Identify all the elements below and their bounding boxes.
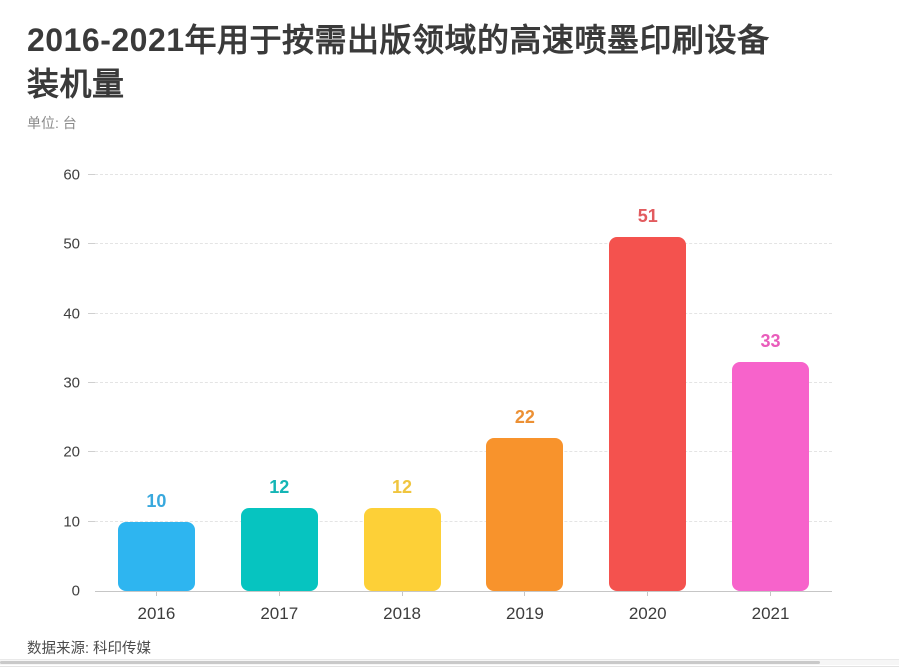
x-tick-label-2019: 2019 xyxy=(505,604,544,623)
y-tick-mark-30 xyxy=(88,382,95,383)
x-tick-mark-2018 xyxy=(401,591,403,596)
x-tick-mark-2021 xyxy=(770,591,772,596)
bar-2018 xyxy=(363,507,441,591)
chart-title: 2016-2021年用于按需出版领域的高速喷墨印刷设备 装机量 xyxy=(27,18,872,106)
bar-column-2017: 12 xyxy=(218,175,341,591)
x-tick-label-2018: 2018 xyxy=(383,604,421,623)
bar-column-2016: 10 xyxy=(95,175,218,591)
x-tick-mark-2020 xyxy=(647,591,649,596)
gridline-30 xyxy=(95,382,832,383)
y-tick-label-40: 40 xyxy=(63,305,80,323)
gridline-40 xyxy=(95,312,832,314)
chart-title-line2: 装机量 xyxy=(27,66,125,102)
x-axis-cell-2018: 2018 xyxy=(341,591,464,624)
x-axis: 2016 2017 2018 2019 2020 2021 xyxy=(95,591,832,624)
bar-column-2021: 33 xyxy=(709,175,832,591)
bar-value-label-2021: 33 xyxy=(760,331,781,352)
bar-value-label-2019: 22 xyxy=(514,407,535,428)
bar-2020 xyxy=(609,237,687,591)
y-tick-label-60: 60 xyxy=(63,166,80,184)
x-tick-label-2017: 2017 xyxy=(260,604,299,623)
bar-2017 xyxy=(240,507,318,591)
bar-2016 xyxy=(117,521,195,591)
x-tick-mark-2019 xyxy=(524,591,526,596)
gridline-60 xyxy=(95,174,832,175)
x-tick-label-2016: 2016 xyxy=(137,604,176,623)
x-tick-label-2021: 2021 xyxy=(751,604,790,623)
bar-2021 xyxy=(732,362,810,591)
y-tick-label-50: 50 xyxy=(63,235,80,253)
bar-column-2020: 51 xyxy=(586,175,709,591)
gridline-20 xyxy=(95,451,832,453)
y-tick-label-10: 10 xyxy=(63,513,80,531)
horizontal-scrollbar-thumb[interactable] xyxy=(0,661,820,664)
x-axis-cell-2021: 2021 xyxy=(709,591,832,624)
plot-area: 0 10 20 30 40 50 60 10 12 12 22 51 33 2016 2017 2018 2… xyxy=(63,167,832,623)
y-tick-mark-40 xyxy=(88,312,95,314)
y-tick-label-0: 0 xyxy=(71,582,80,600)
bar-value-label-2016: 10 xyxy=(146,490,167,511)
x-axis-cell-2020: 2020 xyxy=(586,591,709,624)
bar-column-2019: 22 xyxy=(463,175,586,591)
x-axis-cell-2016: 2016 xyxy=(95,591,218,624)
y-tick-mark-10 xyxy=(88,520,95,522)
horizontal-scrollbar-track[interactable] xyxy=(0,659,899,665)
x-tick-mark-2016 xyxy=(155,591,157,596)
unit-label: 单位: 台 xyxy=(27,115,77,131)
y-tick-label-30: 30 xyxy=(63,374,80,392)
bar-value-label-2020: 51 xyxy=(637,206,658,227)
x-axis-cell-2017: 2017 xyxy=(218,591,341,624)
y-tick-mark-50 xyxy=(88,243,95,245)
gridline-10 xyxy=(95,520,832,522)
y-tick-label-20: 20 xyxy=(63,443,80,461)
x-tick-mark-2017 xyxy=(278,591,280,596)
bar-series: 10 12 12 22 51 33 xyxy=(95,175,832,591)
bar-column-2018: 12 xyxy=(341,175,464,591)
x-axis-cell-2019: 2019 xyxy=(463,591,586,624)
y-tick-mark-60 xyxy=(88,174,95,175)
chart-title-line1: 2016-2021年用于按需出版领域的高速喷墨印刷设备 xyxy=(27,22,770,58)
bar-2019 xyxy=(486,438,564,591)
x-tick-label-2020: 2020 xyxy=(628,604,667,623)
gridline-50 xyxy=(95,243,832,245)
data-source-label: 数据来源: 科印传媒 xyxy=(27,641,152,657)
bar-value-label-2017: 12 xyxy=(269,476,290,497)
y-tick-mark-20 xyxy=(88,451,95,453)
bar-value-label-2018: 12 xyxy=(392,476,413,497)
